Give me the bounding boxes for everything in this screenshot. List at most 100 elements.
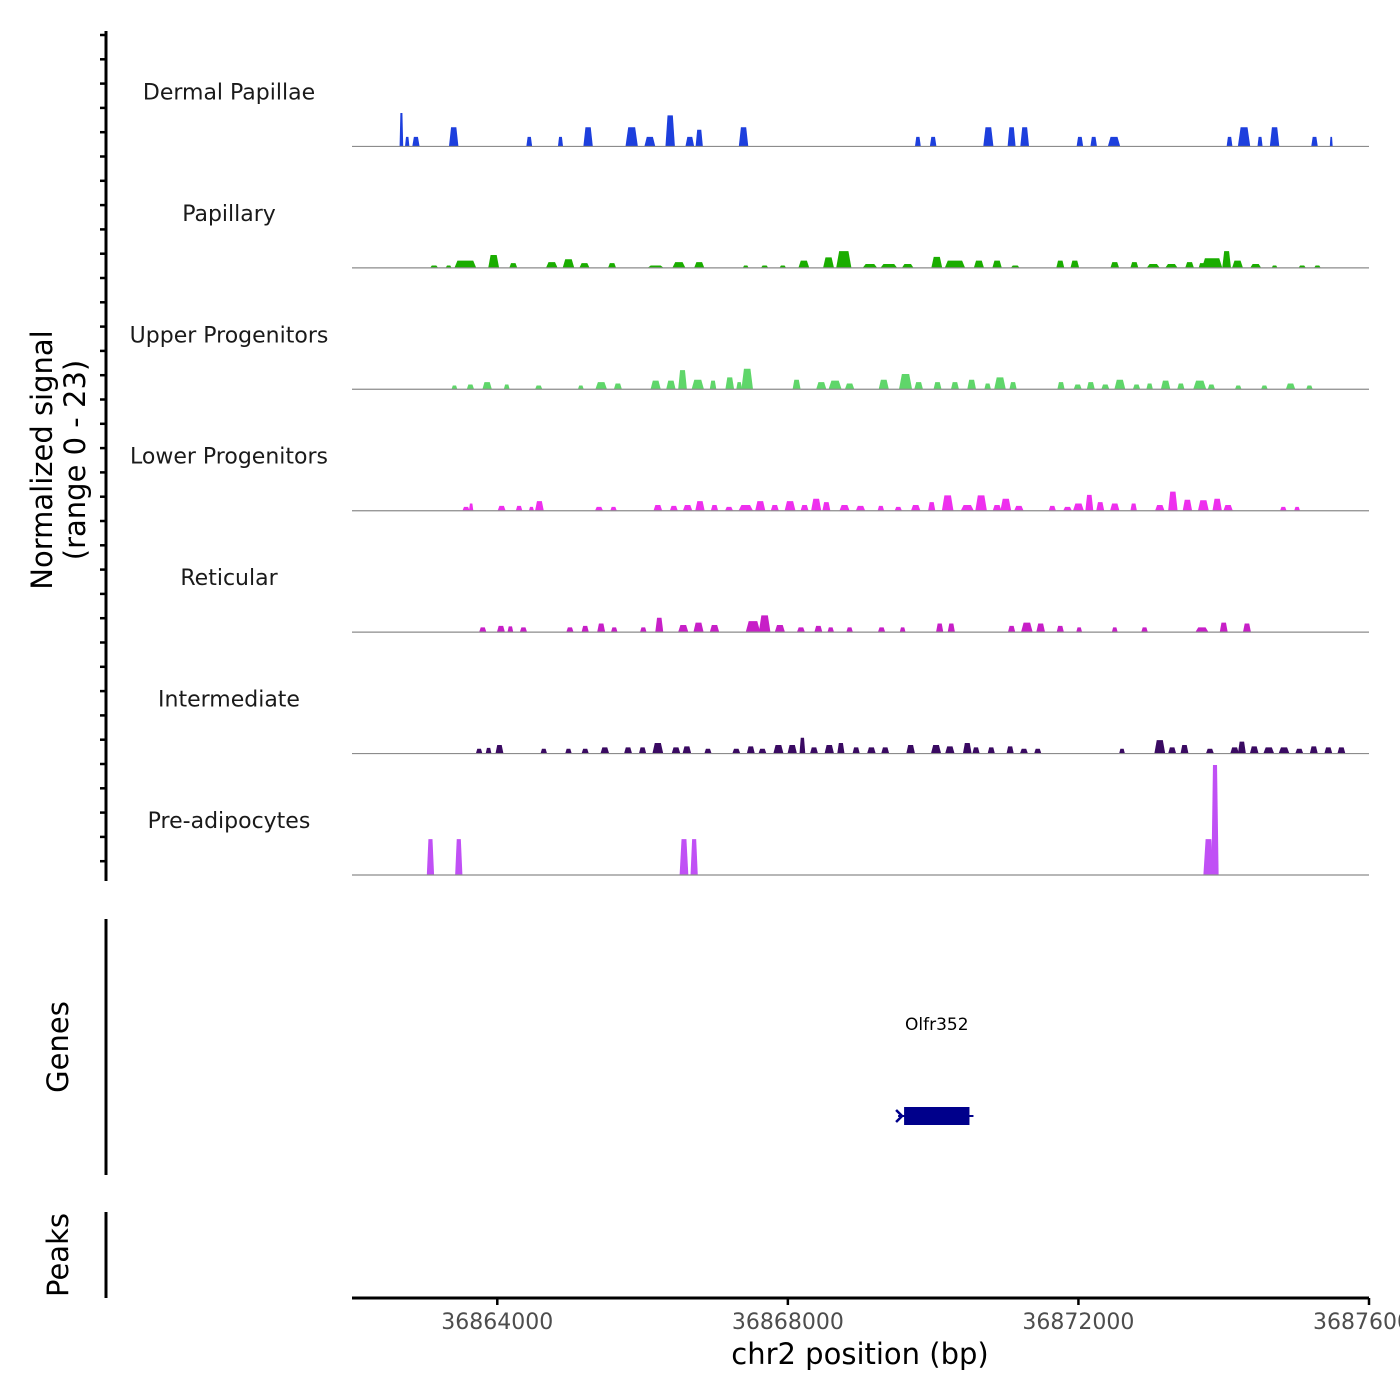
signal-peak bbox=[695, 129, 703, 147]
signal-peak bbox=[816, 382, 827, 390]
signal-peak bbox=[894, 506, 902, 511]
signal-peak bbox=[671, 747, 681, 754]
signal-peak bbox=[852, 747, 860, 754]
signal-peak bbox=[1203, 839, 1214, 875]
signal-peak bbox=[745, 621, 761, 633]
signal-peak bbox=[984, 383, 991, 390]
signal-peak bbox=[987, 747, 995, 754]
signal-peak bbox=[666, 380, 676, 390]
signal-peak bbox=[855, 505, 866, 511]
signal-peak bbox=[1034, 748, 1042, 754]
signal-peak bbox=[824, 744, 834, 754]
signal-peak bbox=[947, 623, 955, 633]
track-intermediate bbox=[352, 737, 1369, 755]
signal-peak bbox=[562, 259, 575, 268]
signal-peak bbox=[929, 136, 937, 147]
x-axis-ticks: 36864000 36868000 36872000 36876000 bbox=[441, 1298, 1400, 1335]
signal-peak bbox=[454, 260, 477, 268]
signal-peak bbox=[682, 746, 692, 754]
signal-peak bbox=[581, 625, 589, 633]
signal-peak bbox=[1222, 251, 1231, 268]
track-labels: Dermal Papillae Papillary Upper Progenitor… bbox=[130, 80, 329, 834]
track-lower-progenitors bbox=[352, 491, 1369, 512]
signal-peak bbox=[1063, 506, 1072, 511]
signal-peak bbox=[600, 747, 610, 754]
signal-peak bbox=[678, 370, 687, 390]
track-label-intermediate: Intermediate bbox=[158, 688, 300, 713]
signal-peak bbox=[877, 627, 886, 633]
signal-peak bbox=[814, 625, 823, 633]
signal-peak bbox=[992, 260, 1002, 268]
genes-track-label: Genes bbox=[41, 1001, 75, 1093]
signal-peak bbox=[901, 264, 914, 268]
signal-peak bbox=[468, 503, 474, 511]
signal-peak bbox=[774, 624, 785, 633]
signal-peak bbox=[640, 627, 647, 633]
signal-peak bbox=[669, 505, 678, 511]
gene-annotations: Olfr352 bbox=[895, 1015, 974, 1125]
signal-peak bbox=[1000, 498, 1012, 511]
signal-peak bbox=[914, 382, 923, 390]
signal-peak bbox=[1020, 127, 1030, 147]
signal-peak bbox=[613, 383, 622, 390]
signal-peak bbox=[694, 262, 705, 268]
signal-peak bbox=[1306, 385, 1313, 390]
signal-peak bbox=[960, 504, 974, 511]
signal-peak bbox=[625, 127, 638, 147]
signal-peak bbox=[475, 748, 483, 754]
signal-peak bbox=[540, 748, 548, 754]
signal-peak bbox=[710, 504, 719, 511]
x-tick-label: 36872000 bbox=[1022, 1310, 1134, 1335]
signal-peak bbox=[1226, 136, 1233, 147]
signal-peak bbox=[930, 744, 942, 754]
peaks-track-label: Peaks bbox=[41, 1213, 75, 1297]
signal-peak bbox=[545, 262, 558, 268]
signal-peak bbox=[650, 380, 661, 390]
signal-peak bbox=[1201, 258, 1223, 268]
signal-peak bbox=[945, 746, 955, 754]
signal-peak bbox=[941, 495, 954, 511]
signal-peak bbox=[1242, 623, 1251, 633]
x-tick-label: 36864000 bbox=[441, 1310, 553, 1335]
track-pre-adipocytes bbox=[352, 765, 1369, 876]
signal-peak bbox=[1185, 262, 1194, 268]
signal-peak bbox=[800, 504, 809, 511]
signal-peak bbox=[1101, 384, 1110, 390]
signal-peak bbox=[906, 744, 915, 754]
signal-peak bbox=[535, 385, 543, 390]
signal-peak bbox=[1337, 747, 1346, 754]
x-tick-label: 36868000 bbox=[732, 1310, 844, 1335]
signal-peak bbox=[485, 747, 492, 754]
signal-peak bbox=[638, 747, 647, 754]
signal-y-axis-title: Normalized signal (range 0 - 23) bbox=[25, 330, 92, 589]
signal-peak bbox=[1205, 748, 1214, 754]
signal-peak bbox=[526, 136, 533, 147]
track-label-papillary: Papillary bbox=[182, 202, 276, 227]
signal-peak bbox=[1057, 382, 1065, 390]
signal-peak bbox=[503, 384, 510, 390]
signal-peak bbox=[1009, 382, 1017, 390]
signal-peak bbox=[910, 504, 921, 511]
signal-peak bbox=[1070, 260, 1080, 268]
signal-peak bbox=[566, 627, 574, 633]
signal-peak bbox=[448, 127, 459, 147]
signal-peak bbox=[690, 839, 698, 875]
signal-peak bbox=[1154, 740, 1166, 754]
signal-peak bbox=[709, 624, 720, 633]
signal-peak bbox=[1132, 384, 1141, 390]
signal-peak bbox=[784, 501, 796, 511]
signal-peak bbox=[685, 136, 695, 147]
signal-peak bbox=[1280, 506, 1287, 511]
signal-peak bbox=[655, 617, 664, 633]
signal-peak bbox=[837, 743, 845, 754]
signal-peak bbox=[581, 748, 589, 754]
signal-peak bbox=[509, 263, 518, 268]
signal-peak bbox=[787, 744, 797, 754]
signal-peak bbox=[1230, 747, 1239, 754]
signal-peak bbox=[899, 627, 906, 633]
signal-peak bbox=[1207, 384, 1215, 390]
signal-peak bbox=[709, 380, 717, 390]
signal-peak bbox=[928, 502, 936, 511]
signal-peak bbox=[1249, 746, 1259, 754]
